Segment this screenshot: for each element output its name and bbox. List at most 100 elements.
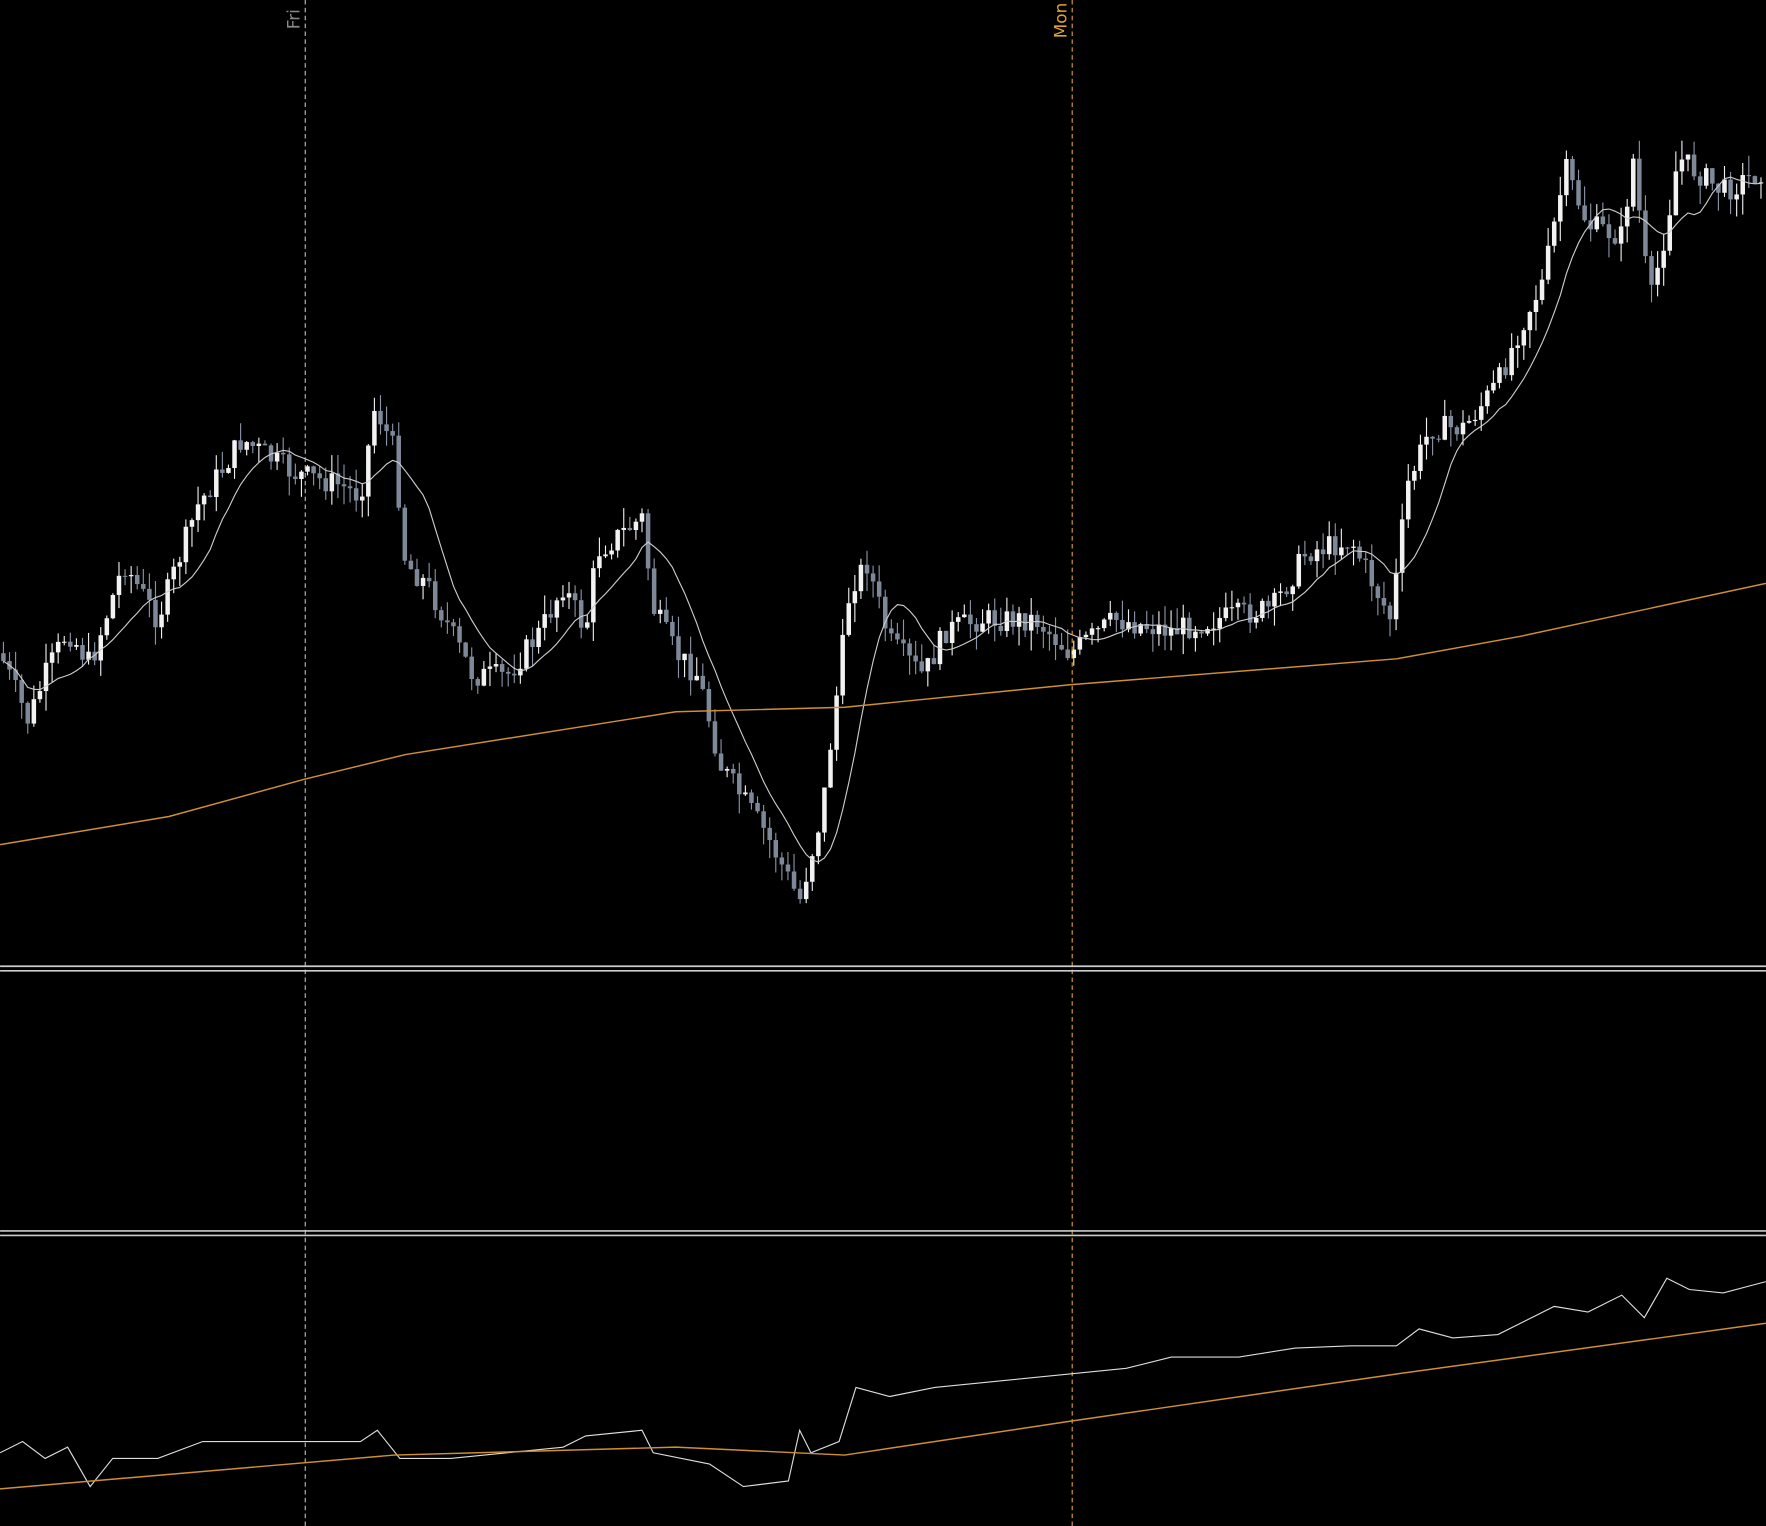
candle-body	[1515, 345, 1520, 348]
candle-body	[86, 651, 91, 660]
candle-body	[1047, 631, 1052, 635]
candle-body	[1722, 179, 1727, 193]
candle-body	[779, 857, 785, 865]
candle-body	[578, 600, 584, 628]
candle-body	[1399, 519, 1405, 573]
candle-body	[341, 484, 347, 487]
candle-body	[1418, 444, 1423, 471]
candle-body	[730, 768, 736, 774]
candle-body	[122, 575, 128, 577]
candle-body	[1594, 216, 1600, 230]
candle-body	[1162, 624, 1168, 636]
candle-body	[1716, 183, 1721, 193]
candle-body	[195, 504, 201, 521]
candle-body	[1485, 390, 1490, 407]
candle-body	[378, 410, 383, 425]
candle-body	[104, 618, 110, 636]
candle-body	[657, 609, 663, 614]
candle-body	[1041, 626, 1046, 632]
candle-body	[889, 628, 894, 634]
candle-body	[645, 513, 651, 569]
candle-body	[207, 495, 213, 498]
candle-body	[232, 440, 237, 469]
candle-body	[536, 627, 541, 648]
candle-body	[1576, 180, 1581, 206]
candle-body	[1478, 406, 1484, 420]
candle-body	[1150, 629, 1156, 635]
candle-body	[1539, 279, 1545, 300]
candle-body	[317, 473, 322, 479]
candle-body	[214, 469, 219, 498]
candle-body	[1430, 436, 1435, 439]
candle-body	[1168, 628, 1174, 636]
candle-body	[755, 802, 760, 812]
candle-body	[1174, 628, 1180, 635]
candle-body	[572, 593, 578, 601]
candle-body	[1406, 480, 1411, 520]
candle-body	[1703, 168, 1709, 186]
candle-body	[554, 600, 560, 618]
candle-body	[335, 473, 341, 485]
candle-body	[475, 679, 481, 686]
candle-body	[43, 662, 49, 692]
candle-body	[955, 617, 961, 622]
candle-body	[372, 410, 377, 446]
candle-body	[1071, 649, 1077, 659]
candle-body	[25, 702, 31, 724]
candle-body	[797, 888, 803, 900]
candle-body	[1095, 628, 1101, 630]
candle-body	[621, 527, 627, 530]
candle-body	[864, 564, 870, 574]
candle-body	[244, 442, 249, 450]
candle-body	[1710, 168, 1715, 184]
candle-body	[1144, 624, 1150, 630]
candle-body	[1339, 547, 1344, 556]
candle-body	[609, 550, 614, 555]
candle-body	[639, 513, 645, 522]
candle-body	[414, 569, 420, 586]
candle-body	[1138, 624, 1143, 634]
candle-body	[487, 666, 493, 669]
candle-body	[883, 596, 888, 629]
candle-body	[420, 577, 426, 586]
candle-body	[682, 653, 687, 661]
candle-body	[1278, 591, 1283, 593]
candle-body	[116, 575, 122, 595]
candle-body	[1120, 619, 1125, 630]
candle-body	[1077, 637, 1083, 650]
candle-body	[457, 626, 462, 643]
candle-body	[1685, 154, 1691, 160]
candle-body	[834, 695, 839, 750]
candle-body	[1387, 605, 1393, 620]
candle-body	[870, 573, 876, 582]
candle-body	[1655, 267, 1660, 285]
candle-body	[925, 658, 931, 672]
candle-body	[773, 840, 779, 858]
candle-body	[280, 452, 286, 455]
candle-body	[986, 610, 991, 624]
candle-body	[816, 832, 821, 857]
candle-body	[931, 658, 937, 665]
candle-body	[1570, 158, 1575, 181]
candle-body	[980, 623, 985, 632]
candle-body	[353, 488, 359, 501]
candle-body	[943, 630, 949, 644]
candle-body	[1320, 549, 1326, 555]
candle-body	[1229, 607, 1235, 609]
candle-body	[676, 636, 681, 661]
candle-body	[603, 554, 608, 557]
candle-body	[1156, 624, 1162, 635]
candle-body	[1272, 592, 1277, 607]
candle-body	[1028, 614, 1034, 631]
candle-body	[426, 577, 432, 582]
candle-body	[1612, 238, 1618, 244]
candle-body	[55, 641, 61, 653]
candle-body	[700, 675, 706, 690]
candle-body	[627, 527, 633, 531]
candle-body	[323, 478, 329, 492]
candle-body	[706, 689, 712, 722]
candle-body	[189, 520, 195, 527]
candle-body	[1314, 549, 1320, 562]
candle-body	[530, 639, 535, 648]
candle-body	[366, 445, 371, 497]
